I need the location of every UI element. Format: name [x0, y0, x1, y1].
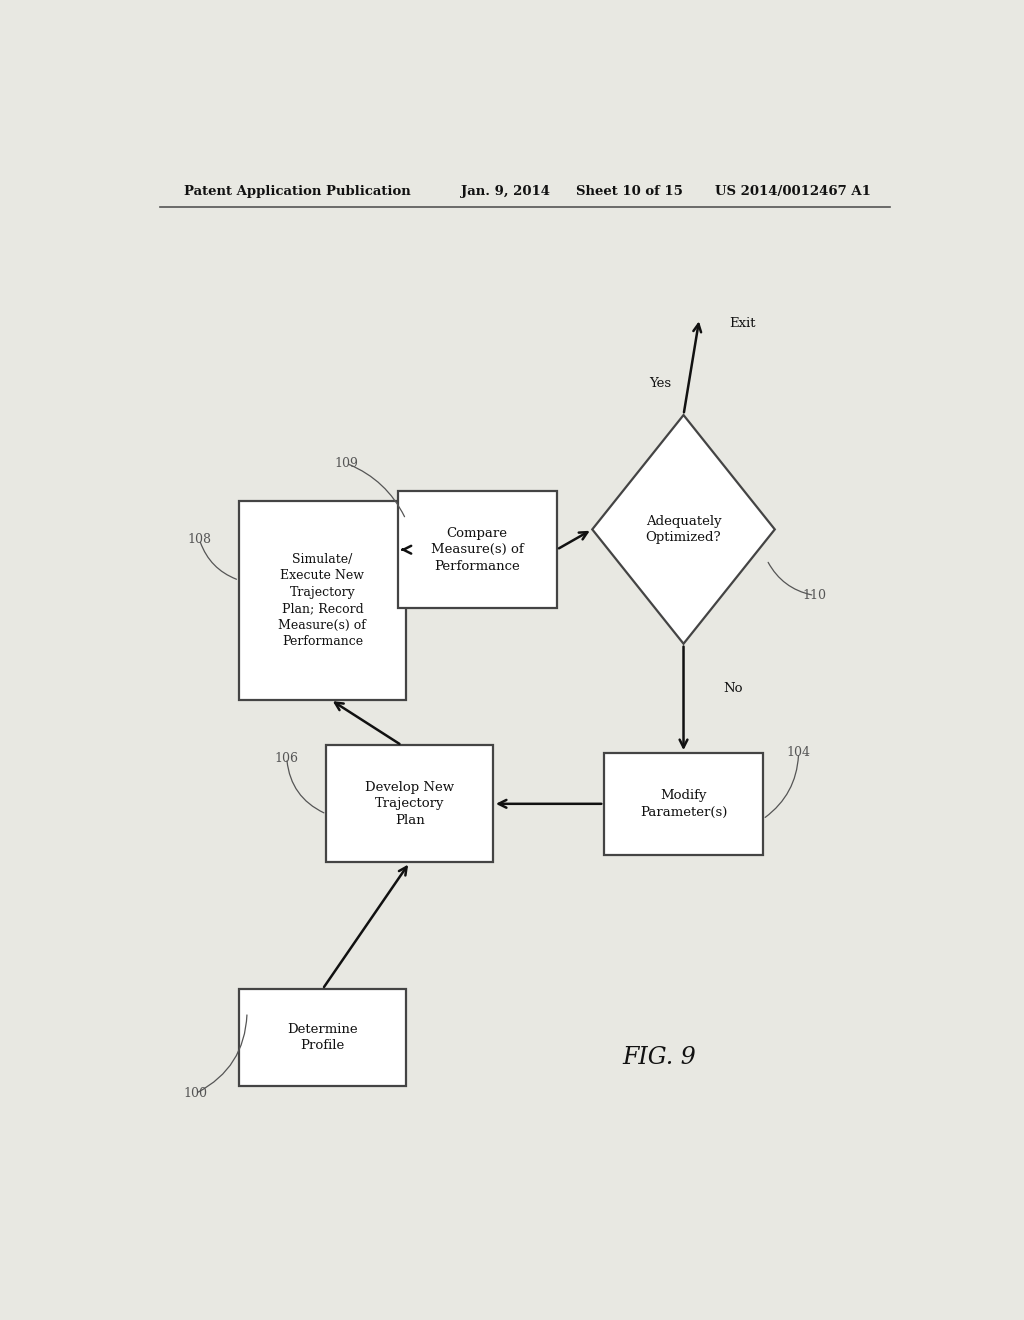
Text: Sheet 10 of 15: Sheet 10 of 15: [577, 185, 683, 198]
Text: 104: 104: [786, 747, 811, 759]
Text: 109: 109: [334, 457, 358, 470]
FancyBboxPatch shape: [327, 746, 494, 862]
Text: 106: 106: [274, 751, 299, 764]
Text: Compare
Measure(s) of
Performance: Compare Measure(s) of Performance: [431, 527, 523, 573]
Text: Develop New
Trajectory
Plan: Develop New Trajectory Plan: [366, 781, 455, 826]
Polygon shape: [592, 414, 775, 644]
FancyBboxPatch shape: [128, 158, 922, 214]
Text: Modify
Parameter(s): Modify Parameter(s): [640, 789, 727, 818]
Text: Jan. 9, 2014: Jan. 9, 2014: [461, 185, 550, 198]
Text: No: No: [723, 681, 742, 694]
Text: 108: 108: [187, 533, 211, 546]
Text: Patent Application Publication: Patent Application Publication: [183, 185, 411, 198]
Text: Determine
Profile: Determine Profile: [287, 1023, 357, 1052]
Text: US 2014/0012467 A1: US 2014/0012467 A1: [715, 185, 871, 198]
Text: Exit: Exit: [729, 317, 756, 330]
Text: Simulate/
Execute New
Trajectory
Plan; Record
Measure(s) of
Performance: Simulate/ Execute New Trajectory Plan; R…: [279, 553, 367, 648]
Text: FIG. 9: FIG. 9: [623, 1047, 696, 1069]
Text: Yes: Yes: [648, 376, 671, 389]
Text: 110: 110: [803, 589, 826, 602]
FancyBboxPatch shape: [397, 491, 557, 609]
FancyBboxPatch shape: [240, 989, 406, 1086]
Text: Adequately
Optimized?: Adequately Optimized?: [646, 515, 721, 544]
FancyBboxPatch shape: [240, 502, 406, 700]
Text: 100: 100: [183, 1086, 208, 1100]
FancyBboxPatch shape: [604, 752, 763, 854]
